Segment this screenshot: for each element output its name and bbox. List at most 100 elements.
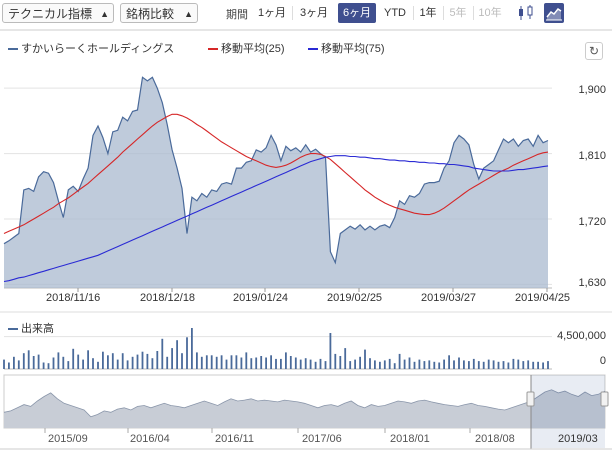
volume-bar	[472, 358, 475, 369]
volume-bar	[32, 356, 35, 369]
volume-bar	[186, 337, 188, 369]
navigator-label: 2019/03	[558, 433, 598, 445]
volume-bar	[547, 361, 549, 369]
volume-bar	[225, 359, 228, 369]
compare-select-label: 銘柄比較	[126, 7, 175, 21]
legend-item-price[interactable]: すかいらーくホールディングス	[8, 40, 174, 56]
volume-bar	[537, 361, 539, 369]
volume-bar	[458, 357, 460, 369]
compare-select[interactable]: 銘柄比較 ▲	[120, 3, 198, 23]
navigator-line	[3, 389, 606, 418]
legend-item-ma75[interactable]: 移動平均(75)	[308, 40, 385, 56]
legend-label: 移動平均(25)	[221, 43, 285, 55]
volume-bar	[522, 361, 525, 369]
x-tick-label: 2019/02/25	[327, 292, 383, 304]
volume-bar	[369, 358, 371, 369]
y-tick-label: 1,720	[578, 216, 606, 228]
period-1y-button[interactable]: 1年	[419, 7, 437, 19]
volume-bar	[191, 328, 193, 369]
volume-bar	[230, 355, 233, 369]
volume-bar	[67, 361, 70, 369]
volume-bar	[374, 360, 376, 369]
volume-bar	[166, 356, 169, 369]
volume-bar	[77, 354, 80, 369]
volume-bar	[304, 358, 307, 369]
navigator-label: 2016/11	[215, 433, 254, 445]
volume-bar	[62, 356, 65, 369]
y-tick-label: 1,630	[578, 277, 606, 289]
volume-bar	[126, 360, 129, 369]
price-area-fill	[4, 77, 548, 288]
volume-bar	[87, 350, 89, 369]
legend-label: 移動平均(75)	[321, 43, 385, 55]
volume-bar	[37, 354, 40, 369]
volume-bar	[463, 360, 465, 369]
volume-bar	[294, 357, 297, 369]
indicator-select[interactable]: テクニカル指標 ▲	[2, 3, 114, 23]
volume-bar	[82, 359, 84, 369]
legend-swatch	[308, 48, 318, 51]
navigator-label: 2017/06	[302, 433, 342, 445]
volume-bar	[141, 351, 144, 369]
legend-swatch	[8, 48, 18, 51]
volume-bar	[383, 360, 386, 369]
volume-bar	[468, 361, 470, 369]
period-3m-button[interactable]: 3ヶ月	[299, 7, 329, 19]
navigator-label: 2018/01	[390, 433, 430, 445]
x-tick-label: 2019/04/25	[515, 292, 571, 304]
volume-bar	[52, 357, 55, 369]
volume-title: 出来高	[21, 323, 54, 335]
volume-bar	[388, 358, 391, 369]
volume-bar	[235, 355, 238, 369]
period-1m-button[interactable]: 1ヶ月	[257, 7, 287, 19]
volume-bar	[210, 355, 213, 369]
candlestick-icon[interactable]	[516, 3, 536, 23]
volume-bar	[477, 361, 480, 369]
volume-bar	[92, 358, 94, 369]
area-chart-icon[interactable]	[544, 3, 564, 23]
period-label: 期間	[226, 9, 248, 21]
period-6m-button[interactable]: 6ヶ月	[338, 3, 376, 23]
volume-bar	[17, 360, 20, 369]
volume-bar	[260, 356, 263, 369]
volume-bar	[527, 360, 530, 369]
volume-bar	[532, 361, 535, 369]
refresh-icon[interactable]: ↻	[585, 42, 603, 60]
volume-bar	[270, 355, 272, 369]
volume-bar	[324, 361, 327, 369]
volume-bar	[220, 355, 223, 369]
x-tick-label: 2019/03/27	[421, 292, 477, 304]
legend-swatch	[8, 328, 18, 331]
volume-bar	[196, 352, 198, 369]
volume-bar	[156, 351, 159, 369]
volume-bar	[265, 357, 267, 369]
volume-bar	[289, 356, 292, 369]
volume-bar	[354, 359, 356, 369]
volume-bar	[102, 351, 104, 369]
volume-bar	[512, 358, 515, 369]
volume-bar	[27, 350, 30, 369]
volume-bar	[13, 356, 15, 369]
volume-bar	[398, 353, 401, 369]
volume-bar	[507, 362, 510, 369]
legend-item-ma25[interactable]: 移動平均(25)	[208, 40, 285, 56]
navigator-selection	[531, 375, 605, 448]
divider	[443, 6, 444, 20]
volume-bar	[245, 352, 248, 369]
volume-bar	[438, 362, 441, 369]
volume-bar	[319, 358, 322, 369]
chart-toolbar: テクニカル指標 ▲ 銘柄比較 ▲ 期間 1ヶ月 3ヶ月 6ヶ月 YTD 1年 5…	[0, 0, 612, 26]
x-tick-label: 2018/11/16	[46, 292, 101, 304]
volume-bar	[250, 358, 253, 369]
period-10y-button: 10年	[478, 7, 502, 19]
ma25-line	[3, 113, 549, 235]
price-line	[3, 76, 549, 265]
navigator-right-handle	[600, 391, 609, 407]
volume-bar	[487, 359, 490, 369]
volume-bar	[408, 357, 411, 369]
period-ytd-button[interactable]: YTD	[384, 7, 406, 19]
volume-bar	[171, 348, 173, 369]
volume-bar	[22, 353, 25, 369]
volume-bar	[275, 358, 277, 369]
